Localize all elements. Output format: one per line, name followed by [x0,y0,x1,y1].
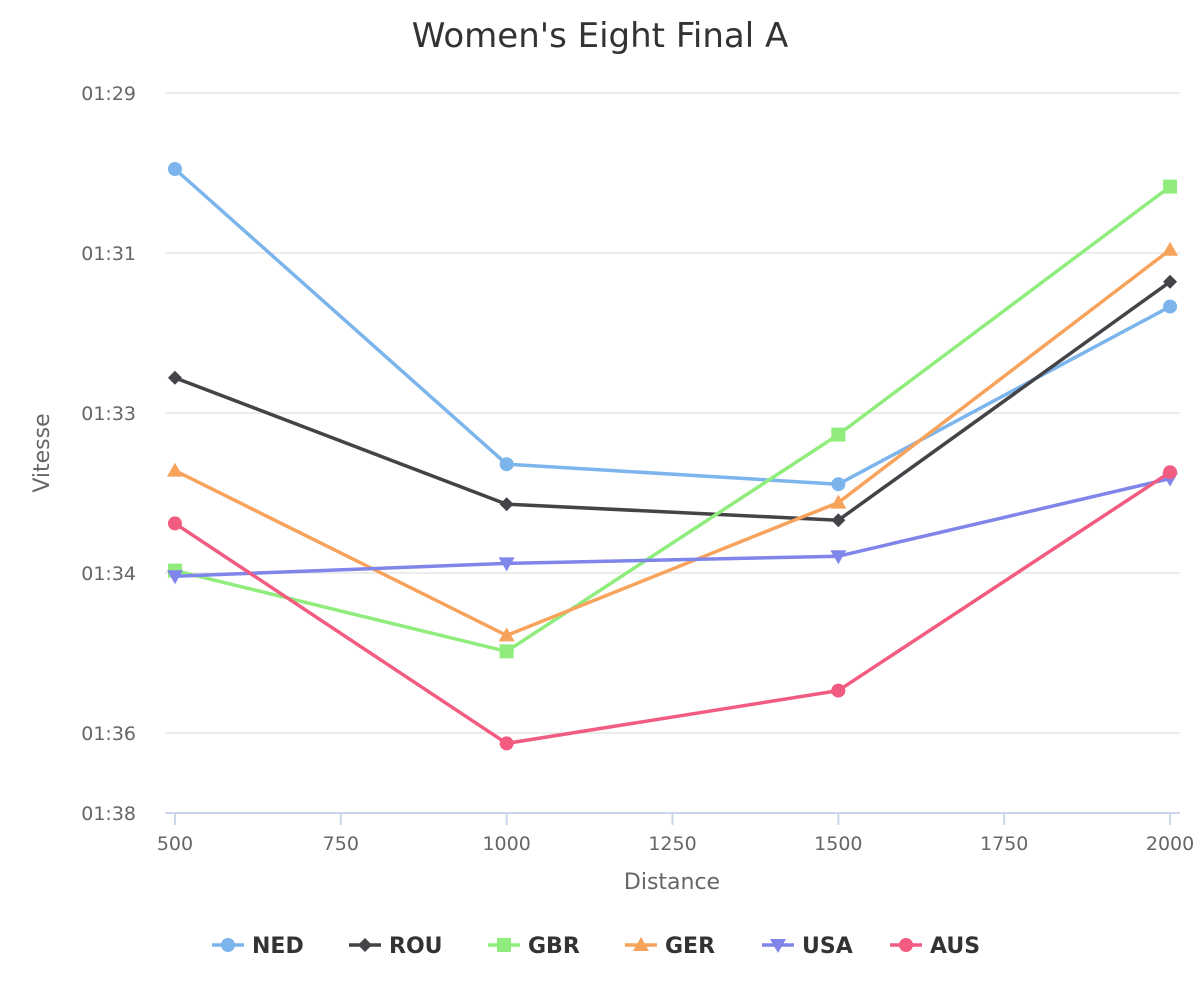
gridlines [165,92,1180,734]
y-tick-label: 01:34 [81,563,136,585]
data-point-rou [499,497,514,512]
x-tick-label: 500 [157,833,193,855]
data-point-usa [498,557,515,572]
y-tick-label: 01:33 [81,403,136,425]
legend-marker-aus [899,938,913,952]
x-tick-label: 2000 [1146,833,1194,855]
data-point-usa [830,550,847,565]
data-point-ger [166,462,183,477]
x-tick-label: 1750 [980,833,1028,855]
legend-label-ned: NED [252,934,304,959]
data-point-aus [167,516,182,531]
data-point-gbr [499,644,514,659]
series-ned [167,162,1178,492]
legend-item-ned[interactable]: NED [212,934,304,959]
data-point-usa [166,570,183,585]
data-point-ned [167,162,182,176]
series-layer [166,162,1179,751]
x-tick-label: 1000 [482,833,530,855]
series-ger [166,241,1179,642]
legend: NED ROU GBR GER USA AUS [212,934,980,959]
y-tick-label: 01:29 [81,83,136,105]
y-tick-label: 01:31 [81,243,136,265]
series-line-ned [173,167,1172,486]
data-point-rou [167,370,182,385]
data-point-gbr [1163,179,1178,194]
data-point-rou [1163,274,1178,289]
x-tick-label: 1250 [648,833,696,855]
legend-marker-ned [221,938,235,952]
data-point-ned [1163,299,1178,314]
legend-label-ger: GER [665,934,715,959]
legend-item-ger[interactable]: GER [625,934,715,959]
x-tick-label: 1500 [814,833,862,855]
y-tick-label: 01:36 [81,723,136,745]
chart-title: Women's Eight Final A [412,16,789,56]
data-point-aus [831,683,846,698]
data-point-ger [498,627,515,642]
series-rou [167,274,1178,528]
data-point-ger [1162,241,1179,256]
y-tick-label: 01:38 [81,803,136,825]
legend-marker-usa [770,939,786,953]
series-gbr [167,179,1178,659]
series-line-usa [173,476,1172,578]
legend-item-gbr[interactable]: GBR [488,934,580,959]
y-axis-ticks: 01:29 01:31 01:33 01:34 01:36 01:38 [81,83,136,825]
series-line-gbr [173,184,1172,654]
series-line-aus [173,470,1172,746]
legend-label-aus: AUS [930,934,980,959]
data-point-rou [831,513,846,528]
series-aus [167,465,1178,751]
legend-marker-rou [358,938,372,952]
x-axis-title: Distance [624,870,720,895]
data-point-ned [831,477,846,492]
legend-label-usa: USA [802,934,853,959]
y-axis-title: Vitesse [30,413,55,492]
legend-marker-ger [633,937,649,951]
series-line-rou [173,280,1172,522]
legend-label-gbr: GBR [528,934,580,959]
legend-item-aus[interactable]: AUS [890,934,980,959]
series-line-ger [173,248,1172,638]
legend-item-usa[interactable]: USA [762,934,853,959]
data-point-ned [499,457,514,472]
data-point-aus [499,736,514,751]
legend-label-rou: ROU [389,934,443,959]
data-point-gbr [831,427,846,442]
x-axis: 500 750 1000 1250 1500 1750 2000 [157,812,1194,855]
legend-item-rou[interactable]: ROU [349,934,443,959]
data-point-aus [1163,465,1178,480]
data-point-ger [830,494,847,509]
x-tick-label: 750 [323,833,359,855]
legend-marker-gbr [497,938,511,952]
